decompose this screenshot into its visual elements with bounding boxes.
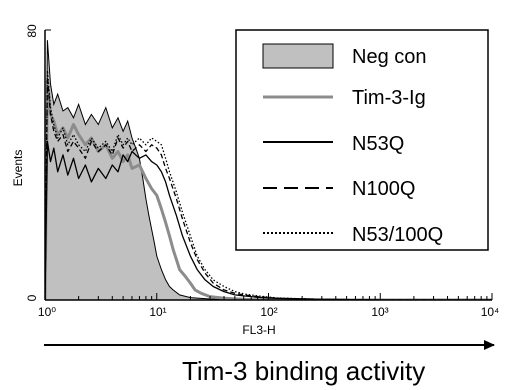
y-axis-title: Events xyxy=(11,150,25,187)
x-tick-label-100: 10² xyxy=(260,305,277,319)
x-tick-label-1000: 10³ xyxy=(371,305,388,319)
legend-label-tim3-ig: Tim-3-Ig xyxy=(352,87,426,109)
series-line-n100q xyxy=(45,76,492,300)
x-tick-label-10000: 10⁴ xyxy=(481,305,500,319)
tick-layer xyxy=(44,29,493,301)
series-line-n53-100q xyxy=(45,69,492,300)
y-tick-label-80: 80 xyxy=(25,24,39,38)
y-tick-label-0: 0 xyxy=(25,294,39,301)
binding-activity-caption: Tim-3 binding activity xyxy=(182,356,426,386)
x-tick-label-1: 10⁰ xyxy=(38,305,56,319)
legend-label-n53-100q: N53/100Q xyxy=(352,224,443,246)
legend-label-neg-con: Neg con xyxy=(352,46,427,68)
legend-swatch-neg-con xyxy=(262,43,334,69)
legend-label-n100q: N100Q xyxy=(352,178,415,200)
series-layer xyxy=(45,40,492,300)
x-tick-label-10: 10¹ xyxy=(149,305,166,319)
legend: Neg con Tim-3-Ig N53Q N100Q N53/100Q xyxy=(235,29,489,251)
legend-label-n53q: N53Q xyxy=(352,133,404,155)
series-line-n53q xyxy=(45,140,492,300)
x-axis-title: FL3-H xyxy=(242,323,275,337)
series-line-neg-con xyxy=(45,40,492,300)
series-line-tim-3-ig xyxy=(45,79,492,300)
